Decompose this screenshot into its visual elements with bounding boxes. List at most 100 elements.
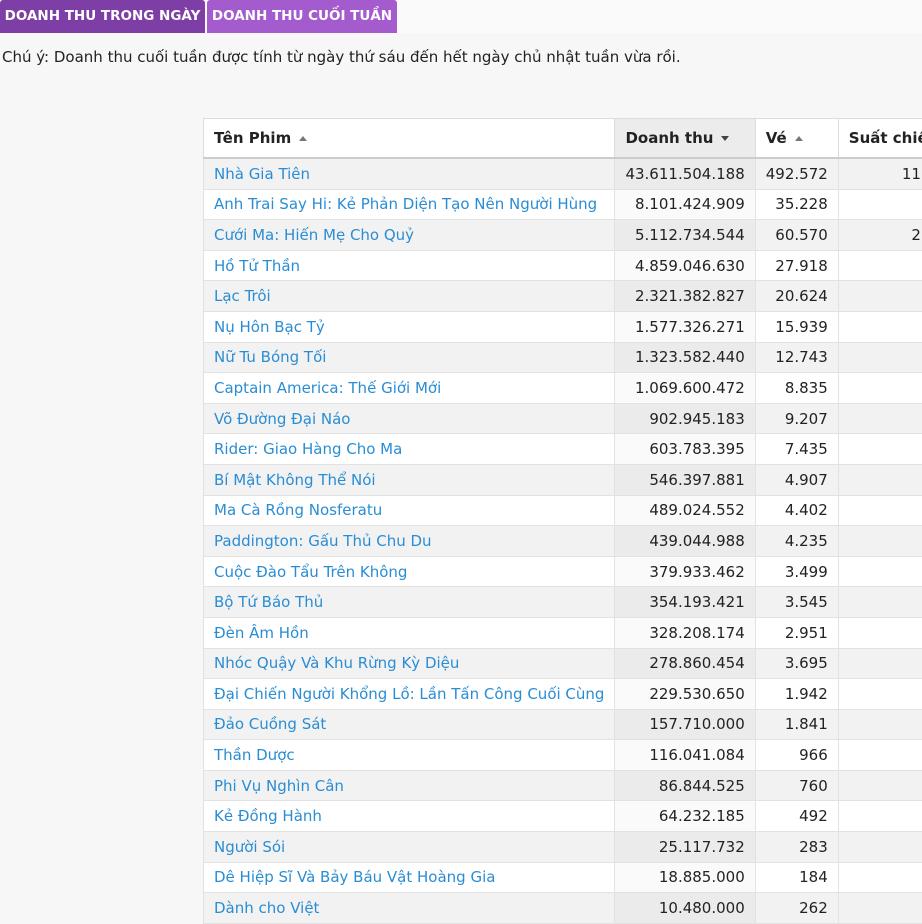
number-cell: 962 <box>838 342 922 373</box>
movie-cell: Người Sói <box>204 832 615 863</box>
movie-cell: Hồ Tử Thần <box>204 250 615 281</box>
number-cell: 5.112.734.544 <box>615 220 755 251</box>
tab-bar: DOANH THU TRONG NGÀY DOANH THU CUỐI TUẦN <box>0 0 922 33</box>
number-cell: 60.570 <box>755 220 838 251</box>
column-header[interactable]: Doanh thu <box>615 119 755 159</box>
sort-arrow[interactable] <box>299 136 307 141</box>
number-cell: 679 <box>838 281 922 312</box>
movie-link[interactable]: Nữ Tu Bóng Tối <box>214 348 326 366</box>
movie-link[interactable]: Ma Cà Rồng Nosferatu <box>214 501 382 519</box>
movie-link[interactable]: Dành cho Việt <box>214 899 319 917</box>
movie-link[interactable]: Dê Hiệp Sĩ Và Bảy Báu Vật Hoàng Gia <box>214 868 495 886</box>
number-cell: 170 <box>838 526 922 557</box>
table-row: Phi Vụ Nghìn Cân 86.844.52576035 <box>204 770 922 801</box>
number-cell: 102 <box>838 250 922 281</box>
number-cell: 157.710.000 <box>615 709 755 740</box>
movie-link[interactable]: Cưới Ma: Hiến Mẹ Cho Quỷ <box>214 226 414 244</box>
column-header[interactable]: Suất chiếu <box>838 119 922 159</box>
movie-cell: Dê Hiệp Sĩ Và Bảy Báu Vật Hoàng Gia <box>204 862 615 893</box>
number-cell: 184 <box>755 862 838 893</box>
sort-arrow[interactable] <box>721 136 729 141</box>
number-cell: 1.942 <box>755 679 838 710</box>
movie-cell: Thần Dược <box>204 740 615 771</box>
table-row: Cuộc Đào Tẩu Trên Không379.933.4623.4994… <box>204 556 922 587</box>
number-cell: 966 <box>755 740 838 771</box>
number-cell: 813 <box>838 311 922 342</box>
number-cell: 9 <box>838 893 922 924</box>
number-cell: 15.939 <box>755 311 838 342</box>
number-cell: 760 <box>755 770 838 801</box>
movie-link[interactable]: Nhóc Quậy Và Khu Rừng Kỳ Diệu <box>214 654 459 672</box>
movie-link[interactable]: Nụ Hôn Bạc Tỷ <box>214 318 325 336</box>
number-cell: 35 <box>838 770 922 801</box>
number-cell: 86.844.525 <box>615 770 755 801</box>
movie-link[interactable]: Người Sói <box>214 838 285 856</box>
number-cell: 67 <box>838 832 922 863</box>
movie-link[interactable]: Đại Chiến Người Khổng Lồ: Lần Tấn Công C… <box>214 685 604 703</box>
movie-link[interactable]: Bộ Tứ Báo Thủ <box>214 593 323 611</box>
movie-cell: Lạc Trôi <box>204 281 615 312</box>
number-cell: 1.577.326.271 <box>615 311 755 342</box>
movie-link[interactable]: Cuộc Đào Tẩu Trên Không <box>214 563 407 581</box>
movie-cell: Nụ Hôn Bạc Tỷ <box>204 311 615 342</box>
number-cell: 3.695 <box>755 648 838 679</box>
movie-link[interactable]: Thần Dược <box>214 746 295 764</box>
number-cell: 18.885.000 <box>615 862 755 893</box>
number-cell: 546.397.881 <box>615 464 755 495</box>
number-cell: 43.611.504.188 <box>615 158 755 189</box>
column-header[interactable]: Vé <box>755 119 838 159</box>
number-cell: 2.112 <box>838 220 922 251</box>
movie-cell: Cưới Ma: Hiến Mẹ Cho Quỷ <box>204 220 615 251</box>
table-row: Anh Trai Say Hi: Kẻ Phản Diện Tạo Nên Ng… <box>204 189 922 220</box>
movie-cell: Captain America: Thế Giới Mới <box>204 373 615 404</box>
number-cell: 1.069.600.472 <box>615 373 755 404</box>
movie-link[interactable]: Captain America: Thế Giới Mới <box>214 379 441 397</box>
movie-cell: Bí Mật Không Thể Nói <box>204 464 615 495</box>
movie-link[interactable]: Phi Vụ Nghìn Cân <box>214 777 344 795</box>
number-cell: 1.841 <box>755 709 838 740</box>
number-cell: 4.402 <box>755 495 838 526</box>
movie-cell: Nhà Gia Tiên <box>204 158 615 189</box>
sort-arrow[interactable] <box>795 136 803 141</box>
movie-link[interactable]: Anh Trai Say Hi: Kẻ Phản Diện Tạo Nên Ng… <box>214 195 597 213</box>
tab[interactable]: DOANH THU TRONG NGÀY <box>0 0 205 33</box>
movie-link[interactable]: Đảo Cuồng Sát <box>214 715 326 733</box>
number-cell: 819 <box>838 403 922 434</box>
movie-link[interactable]: Hồ Tử Thần <box>214 257 300 275</box>
movie-cell: Rider: Giao Hàng Cho Ma <box>204 434 615 465</box>
movie-link[interactable]: Võ Đường Đại Náo <box>214 410 351 428</box>
number-cell: 4.907 <box>755 464 838 495</box>
tab[interactable]: DOANH THU CUỐI TUẦN <box>207 0 397 33</box>
movie-link[interactable]: Bí Mật Không Thể Nói <box>214 471 376 489</box>
number-cell: 64.232.185 <box>615 801 755 832</box>
table-row: Rider: Giao Hàng Cho Ma603.783.3957.4352… <box>204 434 922 465</box>
number-cell: 26 <box>838 801 922 832</box>
number-cell: 116.041.084 <box>615 740 755 771</box>
note: Chú ý: Doanh thu cuối tuần được tính từ … <box>2 48 681 66</box>
number-cell: 9.207 <box>755 403 838 434</box>
movie-link[interactable]: Paddington: Gấu Thủ Chu Du <box>214 532 432 550</box>
movie-link[interactable]: Nhà Gia Tiên <box>214 165 310 183</box>
column-header[interactable]: Tên Phim <box>204 119 615 159</box>
number-cell: 4.859.046.630 <box>615 250 755 281</box>
movie-link[interactable]: Kẻ Đồng Hành <box>214 807 322 825</box>
movie-link[interactable]: Đèn Âm Hồn <box>214 624 309 642</box>
number-cell: 12.743 <box>755 342 838 373</box>
movie-link[interactable]: Rider: Giao Hàng Cho Ma <box>214 440 402 458</box>
movie-cell: Ma Cà Rồng Nosferatu <box>204 495 615 526</box>
number-cell: 229.530.650 <box>615 679 755 710</box>
column-title: Suất chiếu <box>849 129 922 147</box>
movie-link[interactable]: Lạc Trôi <box>214 287 271 305</box>
